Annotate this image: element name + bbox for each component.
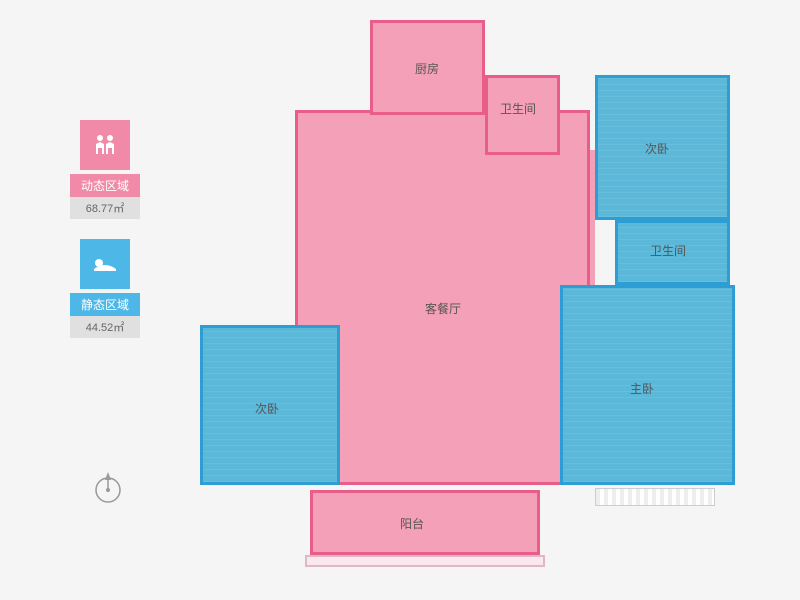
room-balcony [310, 490, 540, 555]
people-icon [80, 120, 130, 170]
room-label-bathroom1: 卫生间 [500, 100, 536, 117]
floorplan: 客餐厅厨房卫生间阳台次卧次卧卫生间主卧 [200, 20, 760, 580]
legend-dynamic: 动态区域 68.77㎡ [70, 120, 140, 219]
compass-icon [90, 470, 126, 511]
master-rail [595, 488, 715, 506]
legend-static: 静态区域 44.52㎡ [70, 239, 140, 338]
legend-dynamic-value: 68.77㎡ [70, 197, 140, 219]
room-label-bedroom2_left: 次卧 [255, 400, 279, 417]
legend-static-title: 静态区域 [70, 293, 140, 316]
legend-static-value: 44.52㎡ [70, 316, 140, 338]
room-label-living: 客餐厅 [425, 300, 461, 317]
legend-dynamic-title: 动态区域 [70, 174, 140, 197]
room-label-master_bedroom: 主卧 [630, 380, 654, 397]
room-label-bedroom2_right: 次卧 [645, 140, 669, 157]
sleep-icon [80, 239, 130, 289]
room-label-kitchen: 厨房 [415, 60, 439, 77]
balcony-rail [305, 555, 545, 567]
room-label-bathroom2: 卫生间 [650, 242, 686, 259]
room-label-balcony: 阳台 [400, 515, 424, 532]
legend-panel: 动态区域 68.77㎡ 静态区域 44.52㎡ [70, 120, 140, 358]
